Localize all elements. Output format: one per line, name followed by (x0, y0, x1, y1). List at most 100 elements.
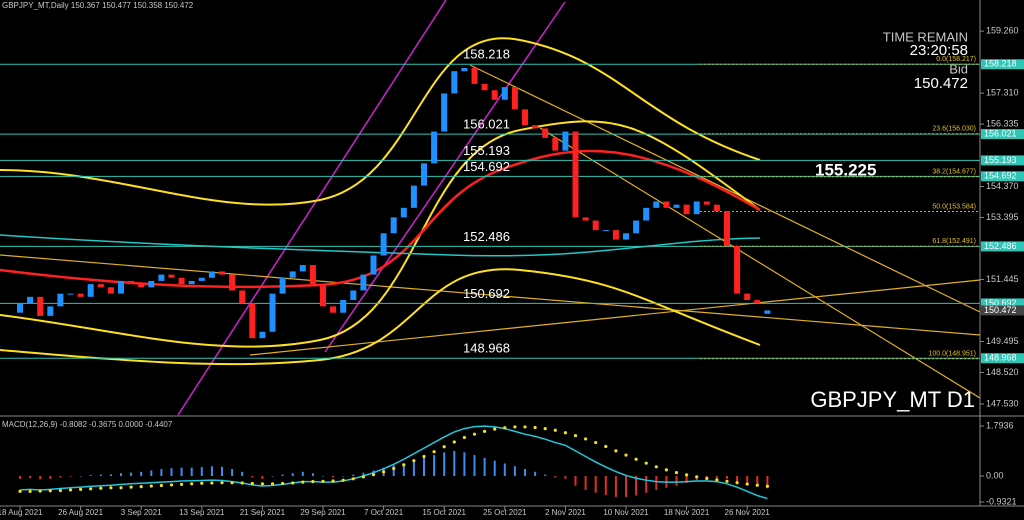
macd-bar (160, 469, 163, 476)
signal-dot (725, 479, 729, 483)
x-tick-label: 18 Aug 2021 (0, 508, 43, 517)
y-tick-label: 149.495 (986, 336, 1019, 346)
signal-dot (169, 483, 174, 487)
signal-dot (200, 481, 204, 485)
level-axis-box (981, 59, 1024, 70)
candle (330, 306, 337, 313)
candle (198, 277, 205, 281)
macd-bar (271, 476, 274, 477)
macd-bar (483, 457, 486, 476)
candle (77, 293, 84, 297)
macd-bar (645, 476, 648, 493)
candle (703, 201, 710, 205)
signal-dot (321, 479, 325, 483)
candle (67, 293, 74, 295)
level-label: 152.486 (463, 229, 510, 244)
candle (380, 233, 387, 256)
candle (744, 293, 751, 301)
bid-value: 150.472 (914, 75, 968, 92)
fib-label: 23.6(156.030) (932, 126, 976, 133)
candle (309, 265, 316, 285)
fib-label: 61.8(152.491) (932, 238, 976, 245)
candle (542, 128, 549, 138)
macd-bar (99, 474, 102, 476)
macd-bar (19, 476, 21, 479)
level-axis-label: 156.021 (984, 128, 1017, 138)
time-remain-label: TIME REMAIN (883, 29, 968, 44)
candle (441, 93, 448, 132)
candle (229, 274, 236, 291)
level-axis-label: 150.692 (984, 298, 1017, 308)
signal-dot (493, 427, 497, 431)
candle (633, 220, 640, 234)
macd-bar (524, 469, 526, 476)
candle (421, 163, 427, 186)
candle (299, 265, 306, 272)
y-tick-label: -0.9321 (986, 496, 1017, 506)
signal-dot (472, 432, 477, 436)
macd-bar (766, 476, 769, 489)
signal-dot (311, 479, 315, 484)
envelope-line (0, 268, 761, 366)
candle (340, 300, 347, 313)
signal-dot (361, 475, 365, 479)
candle (602, 230, 609, 232)
signal-dot (765, 484, 770, 488)
candle (158, 274, 165, 281)
macd-bar (29, 476, 32, 479)
candle (320, 284, 326, 307)
candle (653, 201, 660, 208)
signal-dot (129, 485, 133, 489)
signal-dot (462, 435, 466, 440)
macd-bar (69, 476, 72, 477)
macd-bar (574, 476, 577, 486)
signal-dot (755, 483, 759, 487)
x-tick-label: 10 Nov 2021 (603, 508, 649, 517)
macd-bar (49, 476, 52, 479)
signal-dot (563, 431, 568, 435)
signal-dot (48, 489, 52, 493)
signal-dot (513, 425, 517, 429)
signal-dot (89, 487, 93, 491)
macd-bar (564, 476, 567, 479)
macd-bar (503, 463, 506, 476)
candle (592, 220, 599, 231)
macd-bar (433, 455, 436, 476)
macd-bar (79, 476, 82, 477)
macd-bar (120, 473, 122, 476)
candle (289, 271, 296, 278)
level-axis-box (981, 155, 1024, 166)
macd-bar (625, 476, 627, 497)
header-text: GBPJPY_MT,Daily 150.367 150.477 150.358 … (2, 1, 194, 10)
candle (259, 331, 266, 339)
macd-bar (635, 476, 638, 496)
signal-dot (331, 479, 335, 483)
macd-bar (554, 476, 557, 478)
y-tick-label: 157.310 (986, 87, 1019, 97)
macd-bar (210, 466, 213, 476)
candle (97, 284, 104, 288)
signal-dot (392, 466, 396, 471)
x-tick-label: 25 Oct 2021 (483, 508, 527, 517)
level-axis-label: 158.218 (984, 59, 1017, 69)
candle (360, 274, 367, 291)
x-tick-label: 26 Aug 2021 (58, 508, 103, 517)
signal-dot (180, 482, 184, 486)
macd-bar (534, 471, 537, 476)
candle (562, 131, 569, 151)
level-axis-box (981, 241, 1024, 252)
level-label: 148.968 (463, 341, 510, 356)
signal-dot (250, 481, 254, 486)
candle (724, 211, 730, 246)
signal-dot (634, 457, 638, 461)
signal-dot (38, 489, 42, 493)
candle (481, 83, 488, 91)
macd-bar (200, 467, 203, 476)
candle (249, 303, 256, 339)
fib-label: 0.0(158.217) (936, 56, 976, 63)
candle (511, 87, 518, 110)
x-tick-label: 29 Sep 2021 (300, 508, 346, 517)
y-tick-label: 1.7936 (986, 420, 1014, 430)
signal-dot (705, 476, 709, 481)
macd-bar (221, 466, 223, 476)
